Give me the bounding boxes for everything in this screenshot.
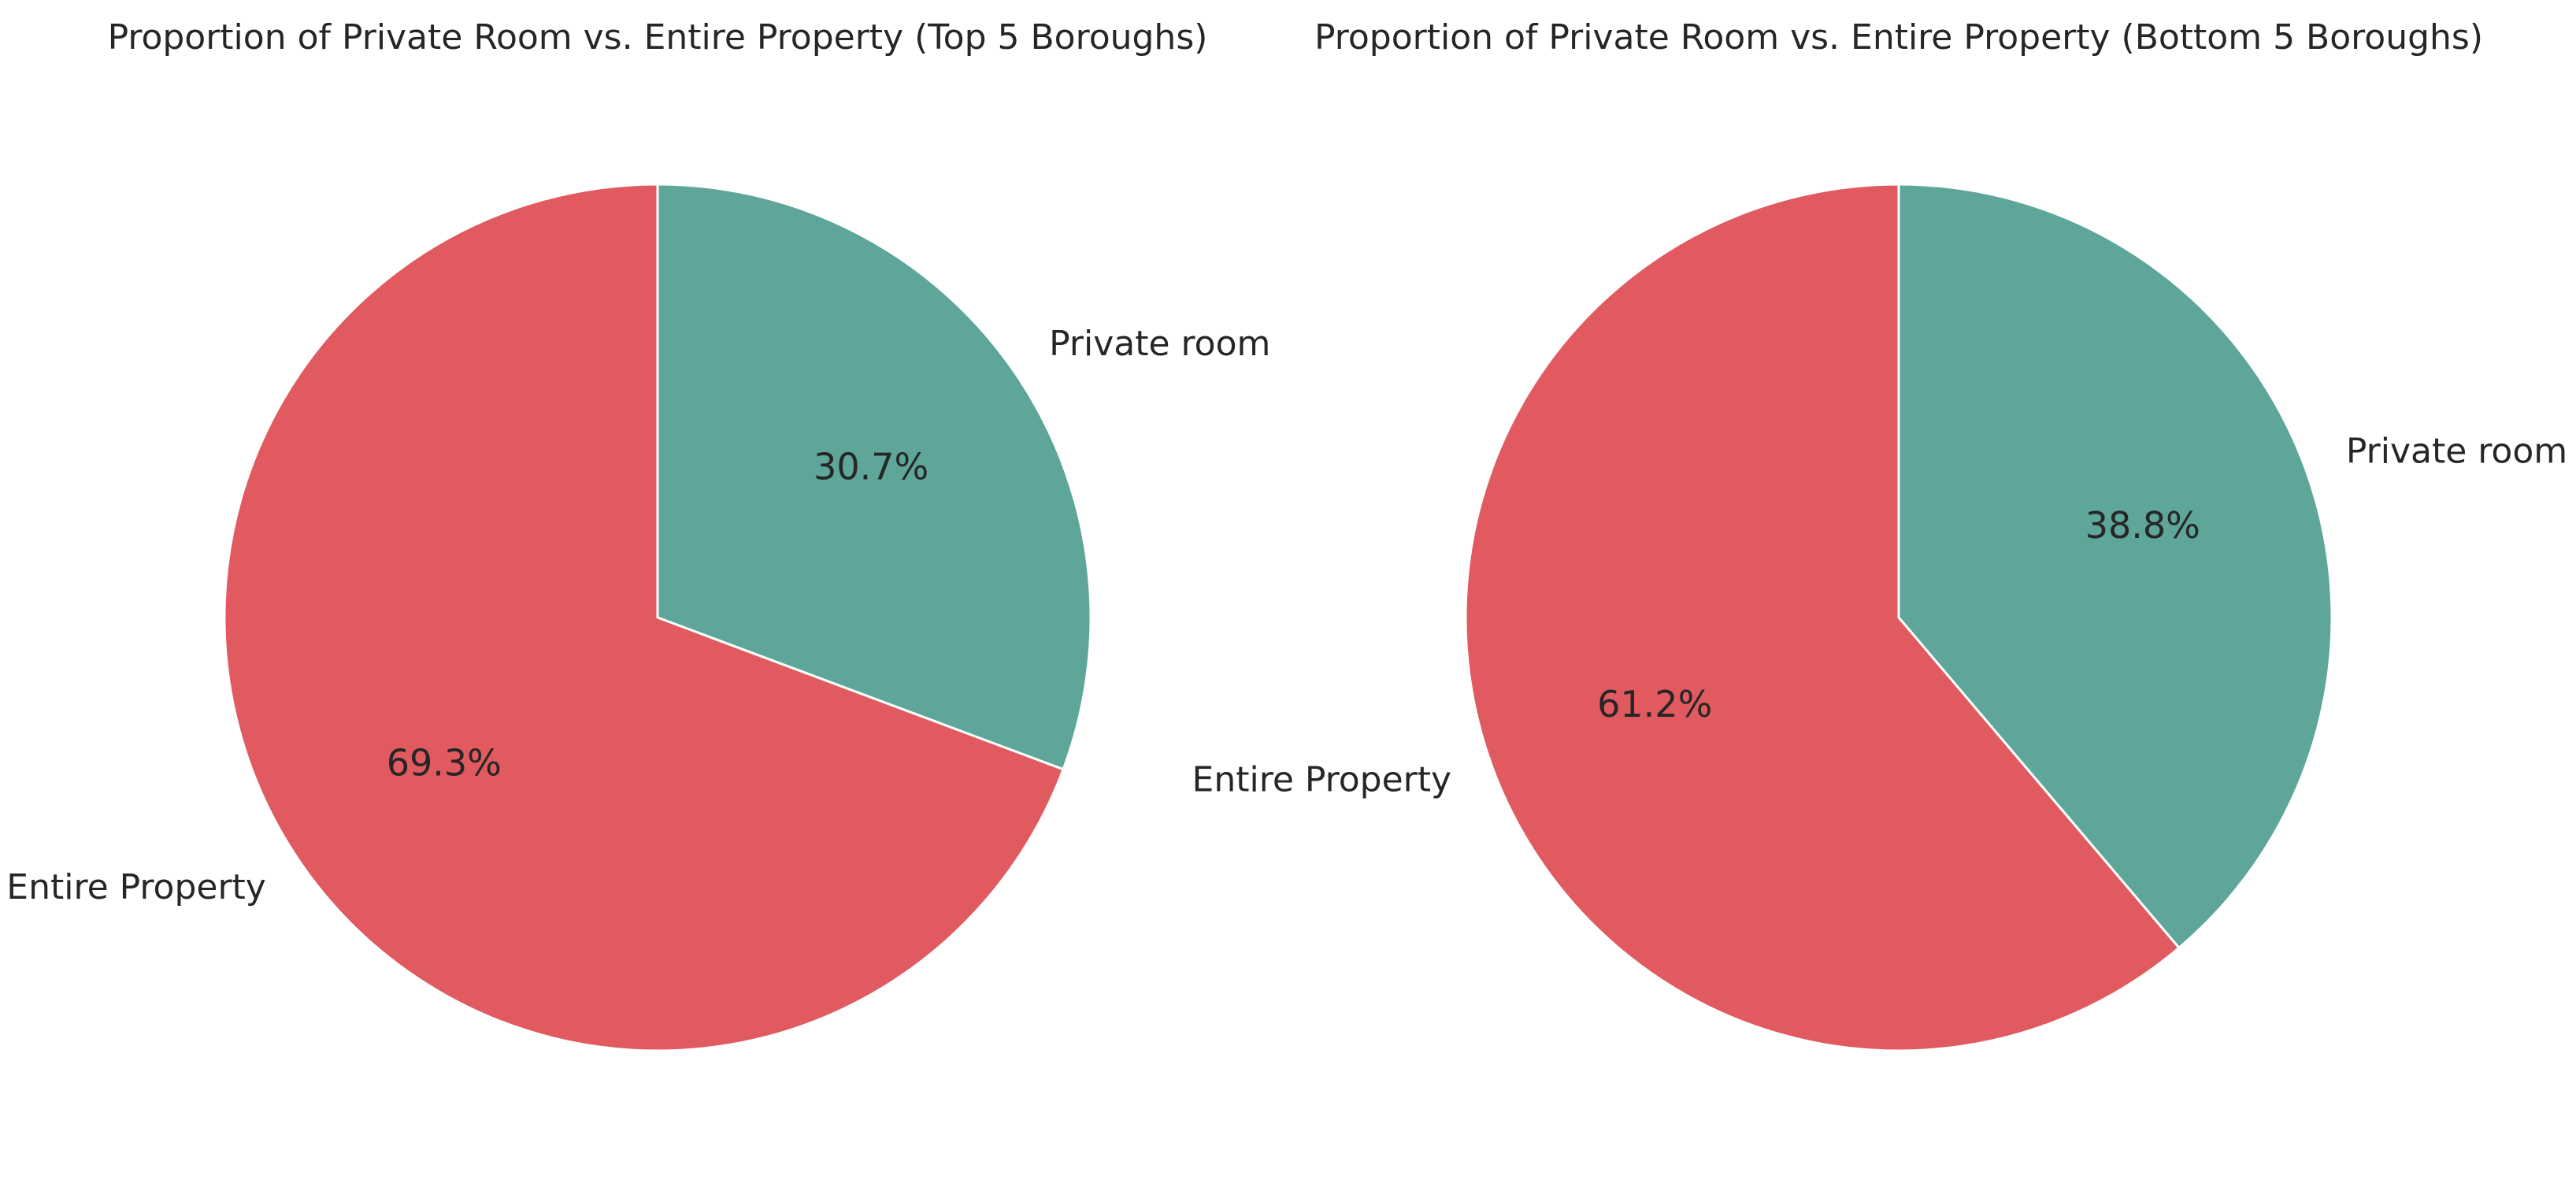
percent-label-private-room: 30.7% <box>814 445 928 488</box>
pie-slices <box>223 183 1092 1052</box>
slice-label-private-room: Private room <box>1049 324 1270 364</box>
pie-slice-entire-property <box>223 183 1065 1052</box>
slice-label-private-room: Private room <box>2346 431 2567 471</box>
chart-title: Proportion of Private Room vs. Entire Pr… <box>1314 17 2483 57</box>
percent-label-entire-property: 69.3% <box>387 742 502 785</box>
pie-labels: Private room 30.7% Entire Property 69.3% <box>6 324 1270 907</box>
pie-chart-top-5-boroughs: Proportion of Private Room vs. Entire Pr… <box>6 17 1270 1052</box>
slice-label-entire-property: Entire Property <box>6 867 266 907</box>
pie-slice-entire-property <box>1464 183 2181 1052</box>
chart-title: Proportion of Private Room vs. Entire Pr… <box>108 17 1208 57</box>
pie-slices <box>1464 183 2333 1052</box>
slice-label-entire-property: Entire Property <box>1192 760 1452 800</box>
pie-labels: Private room 38.8% Entire Property 61.2% <box>1192 431 2568 799</box>
pie-slice-private-room <box>1897 183 2333 949</box>
pie-slice-private-room <box>656 183 1092 771</box>
percent-label-private-room: 38.8% <box>2085 504 2200 547</box>
pie-chart-bottom-5-boroughs: Proportion of Private Room vs. Entire Pr… <box>1192 17 2568 1052</box>
percent-label-entire-property: 61.2% <box>1597 683 1712 725</box>
